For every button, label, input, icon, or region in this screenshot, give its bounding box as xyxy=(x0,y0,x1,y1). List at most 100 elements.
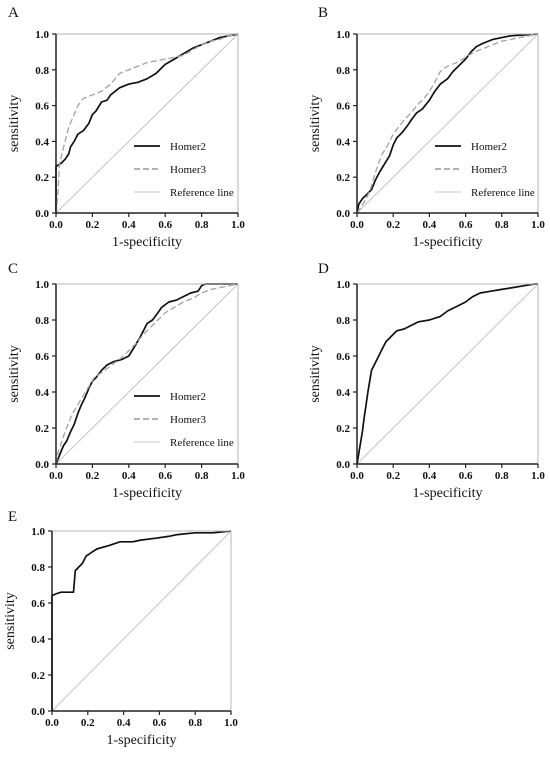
roc-curve xyxy=(51,530,232,711)
roc-panel-c: C 0.0 0.2 0.4 0.6 0.8 1.0 0.0 0.2 0.4 0.6 0.8 1.0 1-s… xyxy=(7,261,245,501)
panel-label: E xyxy=(8,509,17,525)
y-axis-label: sensitivity xyxy=(308,95,323,153)
y-tick-label: 0.2 xyxy=(336,423,350,435)
y-tick-label: 0.8 xyxy=(31,562,45,574)
legend: Homer2 Homer3 Reference line xyxy=(134,141,234,199)
panel-label: C xyxy=(8,261,18,277)
x-tick-label: 0.8 xyxy=(495,470,509,482)
y-tick-label: 0.4 xyxy=(35,136,49,148)
roc-panel-e: E 0.0 0.2 0.4 0.6 0.8 1.0 0.0 0.2 0.4 0.6 0.8 1.0 1-s… xyxy=(3,509,238,748)
y-axis-label: sensitivity xyxy=(7,345,22,403)
legend: Homer2 Homer3 Reference line xyxy=(435,141,535,199)
x-tick-label: 0.8 xyxy=(195,470,209,482)
homer2-curve xyxy=(55,283,238,465)
x-axis-label: 1-specificity xyxy=(413,235,483,250)
x-tick-label: 1.0 xyxy=(231,219,245,231)
x-tick-label: 0.6 xyxy=(158,219,172,231)
x-tick-label: 0.6 xyxy=(459,219,473,231)
x-axis-label: 1-specificity xyxy=(413,486,483,501)
x-tick-label: 0.0 xyxy=(45,717,59,729)
y-axis-label: sensitivity xyxy=(308,345,323,403)
homer3-curve xyxy=(55,33,239,214)
x-tick-label: 1.0 xyxy=(231,470,245,482)
reference-line xyxy=(51,530,232,712)
y-tick-label: 0.8 xyxy=(35,315,49,327)
x-tick-label: 0.4 xyxy=(423,219,437,231)
y-tick-label: 1.0 xyxy=(35,279,49,291)
y-axis-label: sensitivity xyxy=(7,95,22,153)
x-tick-label: 0.0 xyxy=(49,219,63,231)
legend-label: Homer3 xyxy=(471,164,508,176)
homer2-curve xyxy=(356,33,539,214)
y-tick-label: 0.8 xyxy=(336,315,350,327)
x-tick-label: 0.8 xyxy=(195,219,209,231)
homer3-curve xyxy=(356,33,539,214)
y-tick-label: 0.2 xyxy=(35,172,49,184)
y-tick-label: 0.2 xyxy=(35,423,49,435)
x-tick-label: 0.4 xyxy=(122,470,136,482)
y-tick-label: 0.0 xyxy=(35,459,49,471)
y-tick-label: 0.0 xyxy=(336,208,350,220)
x-tick-label: 0.2 xyxy=(81,717,95,729)
roc-panel-b: B 0.0 0.2 0.4 0.6 0.8 1.0 0.0 0.2 0.4 0.6 0.8 1.0 1-s… xyxy=(308,5,545,250)
roc-panel-d: D 0.0 0.2 0.4 0.6 0.8 1.0 0.0 0.2 0.4 0.6 0.8 1.0 1-s… xyxy=(308,261,545,501)
y-axis-label: sensitivity xyxy=(3,592,18,650)
y-tick-label: 0.6 xyxy=(35,101,49,113)
y-tick-label: 0.0 xyxy=(31,706,45,718)
panel-label: B xyxy=(318,5,328,21)
x-axis-label: 1-specificity xyxy=(107,733,177,748)
y-tick-label: 0.6 xyxy=(31,598,45,610)
legend-label: Reference line xyxy=(170,437,234,449)
x-tick-label: 1.0 xyxy=(224,717,238,729)
roc-curve xyxy=(356,283,538,465)
y-tick-label: 0.4 xyxy=(336,136,350,148)
x-tick-label: 0.6 xyxy=(158,470,172,482)
x-tick-label: 0.4 xyxy=(122,219,136,231)
x-axis-label: 1-specificity xyxy=(112,235,182,250)
x-tick-label: 1.0 xyxy=(531,219,545,231)
x-tick-label: 1.0 xyxy=(531,470,545,482)
homer2-curve xyxy=(55,33,239,213)
x-tick-label: 0.2 xyxy=(386,470,400,482)
y-tick-label: 0.4 xyxy=(35,387,49,399)
x-axis-label: 1-specificity xyxy=(112,486,182,501)
x-tick-label: 0.2 xyxy=(86,219,100,231)
reference-line xyxy=(356,283,539,465)
x-tick-label: 0.4 xyxy=(117,717,131,729)
y-tick-label: 0.0 xyxy=(35,208,49,220)
y-tick-label: 0.8 xyxy=(336,65,350,77)
legend-label: Homer3 xyxy=(170,164,207,176)
legend-label: Homer2 xyxy=(170,141,206,153)
reference-line xyxy=(356,33,539,214)
y-tick-label: 1.0 xyxy=(336,279,350,291)
x-tick-label: 0.0 xyxy=(350,470,364,482)
y-tick-label: 0.4 xyxy=(336,387,350,399)
y-tick-label: 0.2 xyxy=(336,172,350,184)
y-tick-label: 0.4 xyxy=(31,634,45,646)
x-tick-label: 0.2 xyxy=(386,219,400,231)
homer3-curve xyxy=(55,283,239,465)
reference-line xyxy=(55,283,239,465)
x-tick-label: 0.6 xyxy=(459,470,473,482)
legend: Homer2 Homer3 Reference line xyxy=(134,391,234,449)
reference-line xyxy=(55,33,239,214)
y-tick-label: 0.6 xyxy=(336,351,350,363)
legend-label: Homer2 xyxy=(471,141,507,153)
legend-label: Homer3 xyxy=(170,414,207,426)
x-tick-label: 0.8 xyxy=(188,717,202,729)
x-tick-label: 0.6 xyxy=(153,717,167,729)
x-tick-label: 0.8 xyxy=(495,219,509,231)
legend-label: Reference line xyxy=(170,187,234,199)
y-tick-label: 0.0 xyxy=(336,459,350,471)
x-tick-label: 0.2 xyxy=(86,470,100,482)
y-tick-label: 0.2 xyxy=(31,670,45,682)
x-tick-label: 0.4 xyxy=(423,470,437,482)
y-tick-label: 0.8 xyxy=(35,65,49,77)
panel-label: D xyxy=(318,261,329,277)
legend-label: Reference line xyxy=(471,187,535,199)
x-tick-label: 0.0 xyxy=(350,219,364,231)
y-tick-label: 1.0 xyxy=(35,29,49,41)
y-tick-label: 1.0 xyxy=(336,29,350,41)
y-tick-label: 0.6 xyxy=(336,101,350,113)
y-tick-label: 0.6 xyxy=(35,351,49,363)
